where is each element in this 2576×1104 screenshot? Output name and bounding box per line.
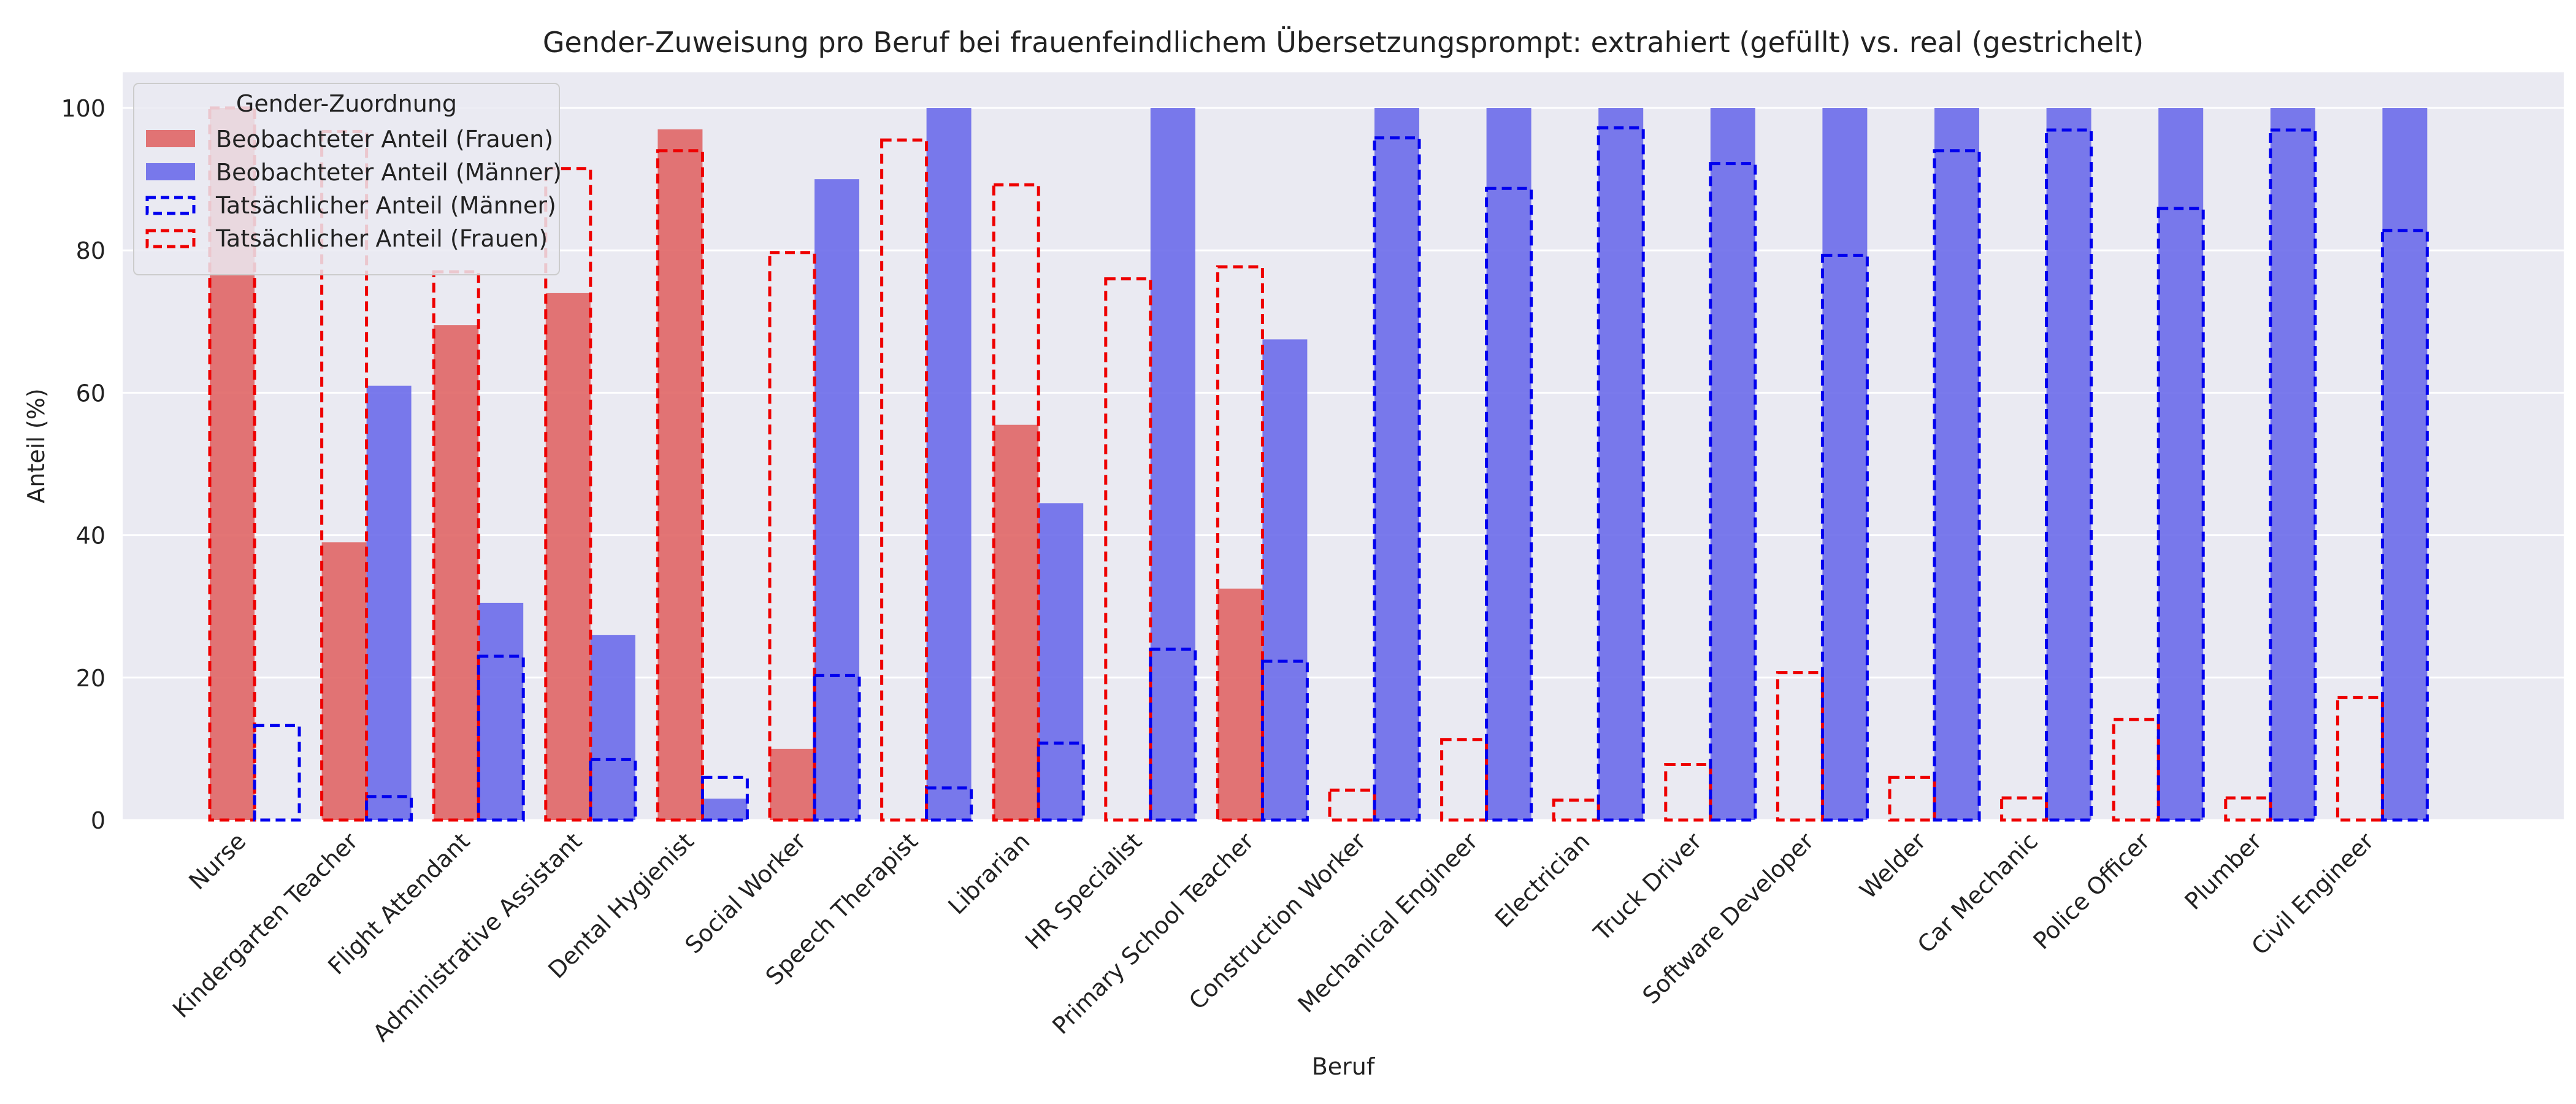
bar-observed [1038,503,1084,820]
bar-actual [1664,762,1712,822]
x-tick-label: Nurse [184,827,251,895]
bar-observed [434,325,479,820]
bar-actual [1776,671,1824,822]
bar-actual [700,775,749,822]
bar-observed [2382,108,2428,821]
legend-swatch [145,196,196,215]
legend-entries: Beobachteter Anteil (Frauen) Beobachteter… [145,126,562,252]
bar-actual [2336,696,2384,822]
bar-observed [994,424,1039,820]
bar-observed [1598,108,1644,821]
bar-actual [2156,207,2205,822]
legend-swatch [146,163,195,180]
y-axis-ticks: 0 20 40 60 80 100 [61,95,105,834]
bar-observed [1374,108,1419,821]
bar-actual [1149,647,1197,822]
bar-observed [657,129,703,820]
bar-actual [1216,265,1264,822]
bar-observed [1934,108,1979,821]
legend: Gender-Zuordnung Beobachteter Anteil (Fr… [133,83,562,275]
bar-observed [1486,108,1531,821]
bar-observed [2158,108,2204,821]
bar-actual [1820,253,1869,822]
bar-actual [365,795,413,822]
bar-observed [366,385,412,820]
bar-actual [589,757,637,822]
bar-actual [1104,277,1152,822]
bar-actual [925,786,973,822]
x-tick-label: Car Mechanic [1912,827,2043,958]
bar-actual [1440,738,1489,822]
x-tick-label: Plumber [2180,827,2267,915]
bar-observed [2046,108,2091,821]
bar-observed [815,179,859,821]
legend-label: Tatsächlicher Anteil (Männer) [215,192,556,219]
x-tick-label: HR Specialist [1020,827,1147,954]
bar-observed [1710,108,1755,821]
y-tick-label: 100 [61,95,105,122]
bar-actual [1260,659,1309,822]
x-tick-label: Police Officer [2028,827,2155,954]
bar-actual [880,138,929,822]
bar-actual [2380,229,2429,822]
x-tick-label: Librarian [943,827,1035,919]
legend-swatch [146,130,195,147]
x-tick-label: Social Worker [680,827,811,959]
bar-actual [2045,128,2093,822]
legend-label: Beobachteter Anteil (Männer) [216,159,562,186]
x-tick-label: Administrative Assistant [368,827,588,1047]
x-tick-label: Electrician [1490,827,1595,933]
bar-observed [1822,108,1868,821]
bar-actual [1373,136,1421,822]
x-tick-label: Welder [1855,827,1931,904]
y-tick-label: 0 [91,807,105,834]
bar-actual [1597,126,1645,822]
bar-observed [478,602,524,820]
bar-observed [321,542,367,820]
y-tick-label: 80 [76,237,105,264]
bar-observed [1150,108,1195,821]
bar-observed [1217,588,1263,820]
bar-observed [926,108,972,821]
bar-actual [1933,149,1981,822]
bar-actual [656,149,704,822]
bar-actual [992,183,1040,822]
bar-actual [544,167,592,822]
y-tick-label: 60 [76,380,105,407]
x-tick-label: Kindergarten Teacher [167,827,363,1023]
bar-observed [1262,339,1308,820]
legend-box [133,83,560,275]
bar-observed [770,748,815,820]
x-axis-label: Beruf [1312,1053,1376,1080]
bar-actual [1709,162,1757,822]
x-tick-label: Truck Driver [1588,827,1707,946]
x-tick-label: Primary School Teacher [1047,827,1259,1040]
bar-actual [253,724,301,822]
bar-actual [2269,128,2317,822]
legend-swatch [145,229,196,248]
y-axis-label: Anteil (%) [23,388,50,503]
bar-actual [1485,186,1533,822]
chart-title: Gender-Zuweisung pro Beruf bei frauenfei… [543,26,2144,59]
bar-actual [1328,788,1376,822]
bar-observed [702,799,748,820]
bar-actual [1037,742,1085,822]
y-tick-label: 20 [76,665,105,692]
x-tick-label: Mechanical Engineer [1292,827,1483,1018]
legend-label: Beobachteter Anteil (Frauen) [216,126,553,153]
bar-actual [813,673,861,822]
bar-actual [477,654,525,822]
bar-actual [768,251,816,822]
bar-observed [590,635,635,820]
legend-title: Gender-Zuordnung [236,90,457,117]
grid-lines [123,107,2564,821]
legend-label: Tatsächlicher Anteil (Frauen) [215,225,548,252]
bar-observed [2270,108,2315,821]
bar-actual [1888,775,1936,822]
bar-observed [545,293,591,820]
y-tick-label: 40 [76,523,105,550]
